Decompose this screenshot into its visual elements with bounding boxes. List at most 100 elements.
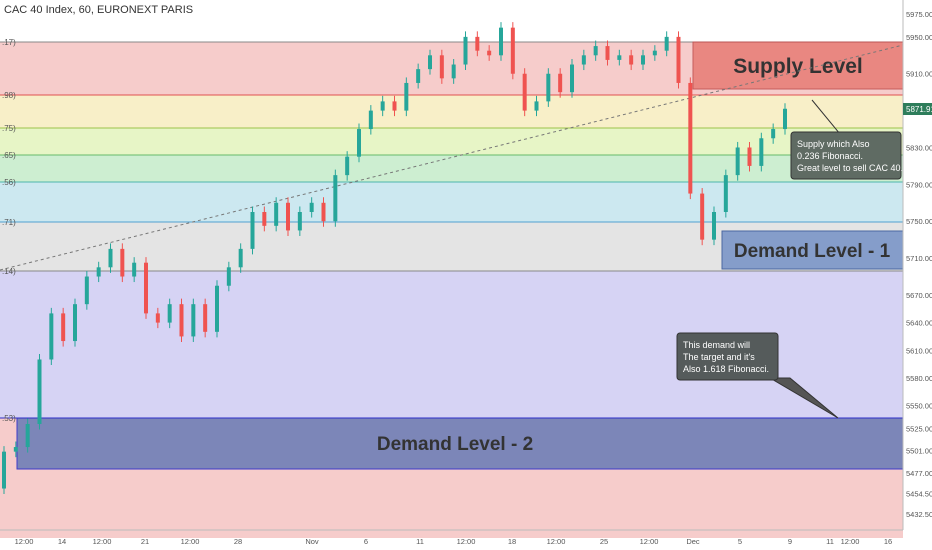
y-tick-label: 5750.00	[906, 217, 932, 226]
candle-down	[61, 313, 66, 342]
y-tick-label: 5830.00	[906, 143, 932, 152]
note-1[interactable]: Supply which Also 0.236 Fibonacci. Great…	[790, 99, 903, 180]
fib-label: .98)	[2, 91, 16, 100]
candle-up	[617, 55, 622, 60]
x-tick-label: 18	[508, 537, 516, 546]
fib-label: .53)	[2, 414, 16, 423]
x-tick-label: 12:00	[841, 537, 860, 546]
candle-up	[712, 212, 716, 240]
candle-up	[13, 447, 18, 452]
candle-down	[688, 82, 693, 194]
candle-up	[132, 262, 137, 277]
y-tick-label: 5477.00	[906, 469, 932, 478]
fib-label: .17)	[2, 38, 16, 47]
candle-up	[641, 55, 645, 65]
x-tick-label: 12:00	[181, 537, 200, 546]
supply-zone[interactable]	[692, 41, 904, 90]
y-tick-label: 5910.00	[906, 70, 932, 79]
x-tick-label: Nov	[305, 537, 319, 546]
x-tick-label: 12:00	[93, 537, 112, 546]
note-1-line-2: 0.236 Fibonacci.	[797, 151, 863, 161]
time-axis[interactable]: 12:00 14 12:00 21 12:00 28 Nov 6 11 12:00 18 12:00 2…	[0, 529, 903, 546]
note-2-line-1: This demand will	[683, 340, 750, 350]
candle-down	[155, 313, 160, 323]
trend-line[interactable]	[0, 44, 904, 271]
y-tick-label: 5501.00	[906, 447, 932, 456]
candle-down	[676, 36, 681, 83]
y-tick-label: 5454.50	[906, 490, 932, 499]
candle-up	[167, 304, 172, 323]
candle-up	[84, 276, 89, 305]
candle-down	[747, 147, 752, 166]
candle-up	[416, 69, 421, 83]
fib-label: .75)	[2, 124, 16, 133]
note-1-line-1: Supply which Also	[797, 139, 870, 149]
candle-up	[735, 147, 740, 176]
x-tick-label: 16	[884, 537, 892, 546]
candle-up	[226, 267, 231, 286]
demand-zone-2[interactable]	[16, 417, 904, 470]
candle-down	[700, 193, 705, 240]
candle-up	[250, 212, 255, 249]
last-price-text: 5871.91	[906, 105, 932, 114]
candle-down	[629, 55, 634, 65]
candle-up	[463, 36, 468, 65]
candle-down	[392, 101, 397, 111]
y-tick-label: 5950.00	[906, 33, 932, 42]
candle-down	[522, 73, 527, 111]
note-1-box	[790, 131, 902, 180]
y-tick-label: 5710.00	[906, 254, 932, 263]
y-tick-label: 5610.00	[906, 346, 932, 355]
band-2	[0, 95, 903, 128]
x-tick-label: 11	[416, 537, 424, 546]
y-tick-label: 5550.00	[906, 402, 932, 411]
candle-up	[428, 55, 432, 70]
y-tick-label: 5525.00	[906, 425, 932, 434]
fib-label: .71)	[2, 218, 16, 227]
zones: Supply Level Demand Level - 1 Demand Lev…	[16, 41, 904, 470]
candle-up	[37, 359, 42, 424]
note-2-line-3: Also 1.618 Fibonacci.	[683, 364, 769, 374]
note-2[interactable]: This demand will The target and it's Als…	[676, 332, 839, 419]
candle-up	[664, 36, 669, 51]
x-tick-label: 12:00	[15, 537, 34, 546]
price-axis[interactable]: 5975.005950.005910.005870.005830.005790.…	[902, 0, 932, 530]
candle-down	[487, 50, 492, 56]
candle-up	[593, 46, 598, 56]
x-tick-label: 5	[738, 537, 742, 546]
x-tick-label: 25	[600, 537, 608, 546]
supply-zone-label: Supply Level	[733, 55, 863, 78]
x-tick-label: 14	[58, 537, 66, 546]
y-tick-label: 5975.00	[906, 10, 932, 19]
candle-up	[108, 248, 113, 268]
x-tick-label: 12:00	[457, 537, 476, 546]
candle-up	[380, 101, 385, 111]
y-tick-label: 5640.00	[906, 319, 932, 328]
fib-left-labels: .17) .98) .75) .65) .56) .71) .14) .53)	[2, 38, 16, 423]
candle-up	[368, 110, 373, 130]
demand-zone-2-label: Demand Level - 2	[377, 434, 533, 455]
note-1-pointer	[811, 99, 841, 135]
x-tick-label: 12:00	[547, 537, 566, 546]
candle-up	[297, 212, 302, 231]
y-tick-label: 5580.00	[906, 374, 932, 383]
demand-zone-1-label: Demand Level - 1	[734, 241, 891, 262]
candles	[2, 22, 787, 495]
candle-down	[321, 202, 326, 222]
candle-down	[510, 27, 515, 74]
candle-up	[771, 129, 776, 139]
x-tick-label: 12:00	[640, 537, 659, 546]
candle-down	[179, 304, 184, 337]
band-4	[0, 155, 903, 182]
candle-up	[723, 175, 728, 212]
candle-up	[215, 285, 219, 332]
candle-up	[581, 55, 586, 65]
candle-down	[144, 262, 148, 314]
y-ticks: 5975.005950.005910.005870.005830.005790.…	[906, 10, 932, 519]
candle-down	[439, 55, 444, 79]
candle-up	[357, 129, 361, 157]
candle-up	[191, 304, 196, 337]
candle-up	[783, 108, 787, 130]
candle-up	[49, 313, 54, 360]
